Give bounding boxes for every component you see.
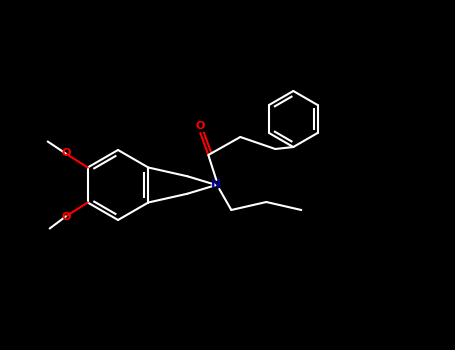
- Text: O: O: [196, 121, 205, 131]
- Text: N: N: [211, 178, 222, 191]
- Text: O: O: [61, 148, 71, 159]
- Text: O: O: [61, 211, 71, 222]
